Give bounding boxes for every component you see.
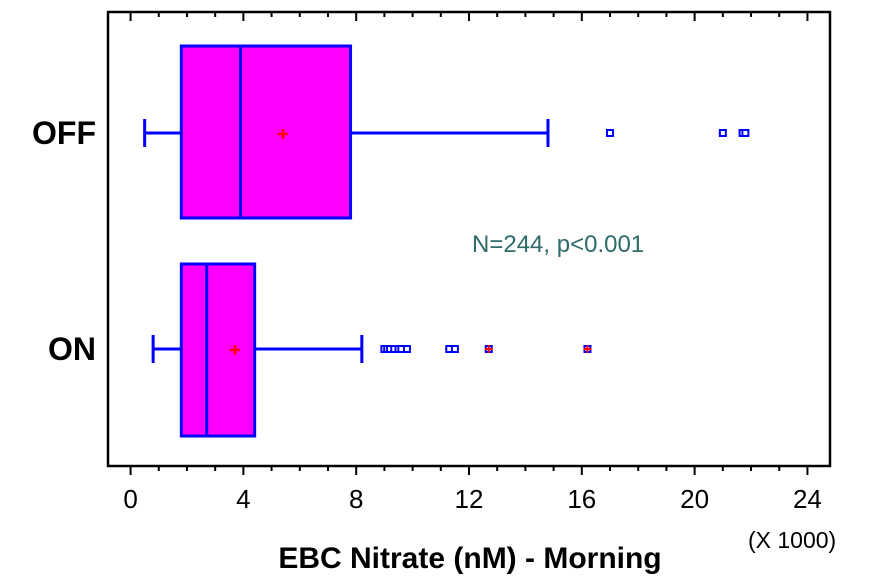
box-on bbox=[151, 262, 592, 438]
iqr-box bbox=[179, 262, 257, 438]
outlier-point bbox=[402, 345, 411, 353]
outlier-point bbox=[718, 129, 727, 137]
x-tick-label: 4 bbox=[236, 484, 250, 514]
boxes-layer bbox=[143, 44, 750, 438]
x-tick-label: 12 bbox=[455, 484, 484, 514]
x-tick-label: 0 bbox=[123, 484, 137, 514]
x-tick-label: 8 bbox=[349, 484, 363, 514]
top-axis-ticks bbox=[129, 12, 809, 21]
outlier-mark bbox=[484, 345, 493, 353]
x-axis-label: EBC Nitrate (nM) - Morning bbox=[278, 542, 661, 575]
category-label-off: OFF bbox=[32, 115, 96, 151]
category-label-on: ON bbox=[48, 331, 96, 367]
x-tick-label: 16 bbox=[567, 484, 596, 514]
x-tick-label: 20 bbox=[680, 484, 709, 514]
iqr-box bbox=[179, 44, 353, 220]
outlier-point bbox=[606, 129, 615, 137]
outlier-point bbox=[741, 129, 750, 137]
outlier-point bbox=[450, 345, 459, 353]
outlier-mark bbox=[583, 345, 592, 353]
box-off bbox=[143, 44, 750, 220]
mean-marker bbox=[277, 129, 288, 139]
annotation-text: N=244, p<0.001 bbox=[472, 231, 644, 258]
bottom-axis-ticks bbox=[129, 466, 809, 475]
x-tick-labels: 0 4 8 12 16 20 24 bbox=[123, 484, 822, 514]
x-axis-multiplier: (X 1000) bbox=[748, 527, 836, 553]
mean-marker bbox=[229, 345, 240, 355]
x-tick-label: 24 bbox=[793, 484, 822, 514]
category-labels: OFF ON bbox=[32, 115, 96, 367]
